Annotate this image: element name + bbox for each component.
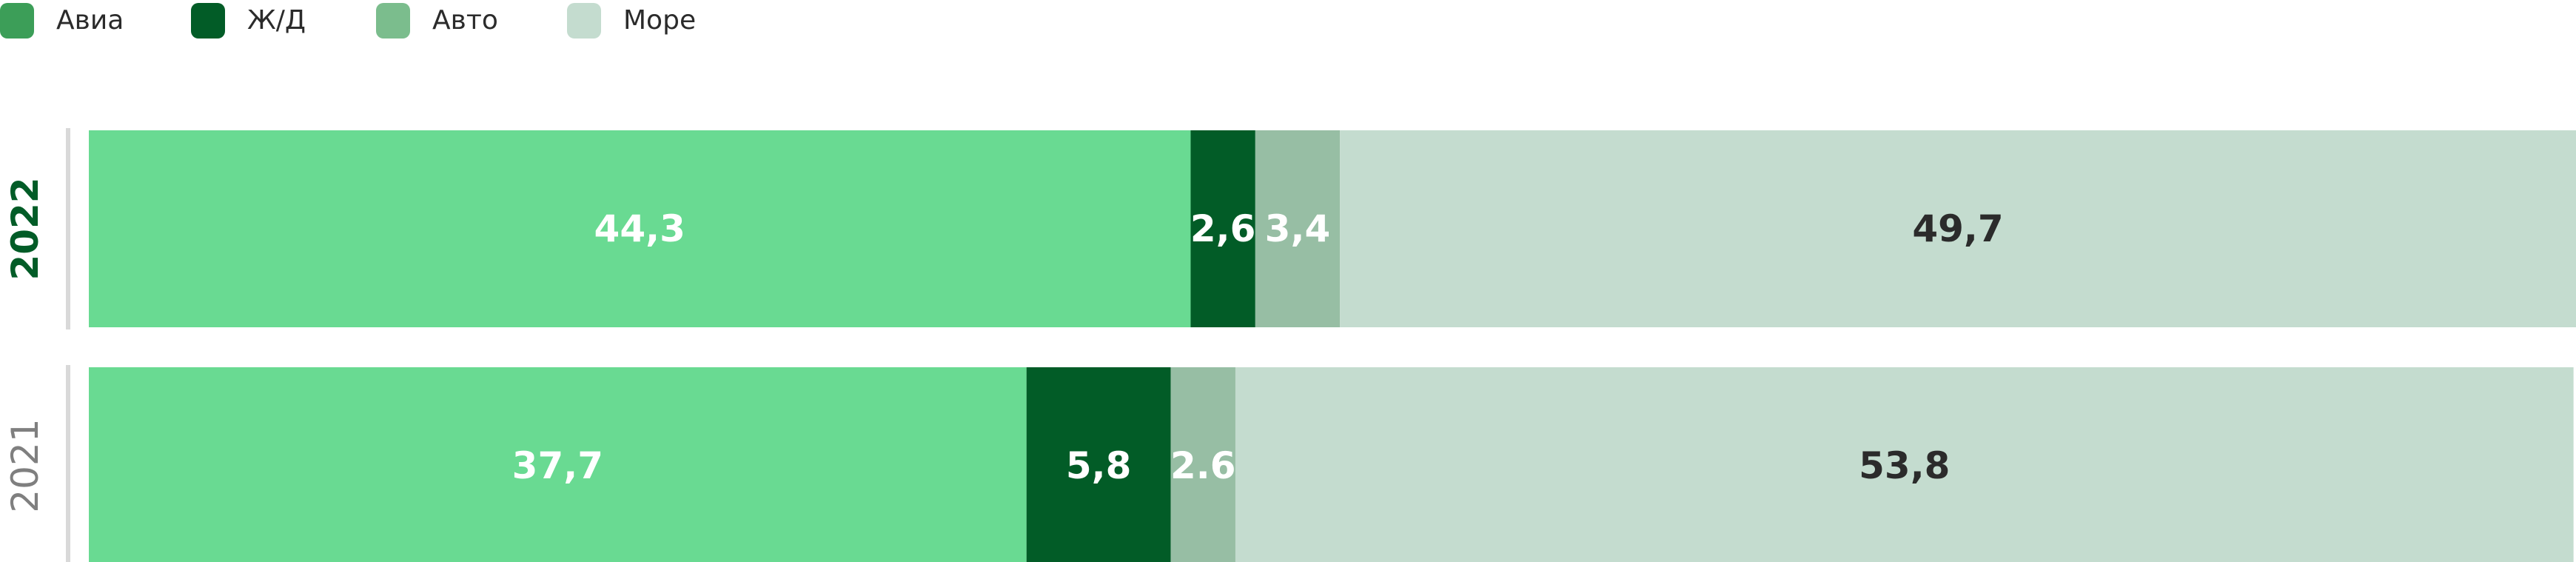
legend-label-avia: Авиа bbox=[56, 5, 124, 36]
data-label-sea-2021: 53,8 bbox=[1859, 444, 1950, 487]
legend-swatch-rail bbox=[191, 3, 225, 39]
bar-segment-avia-2022 bbox=[89, 130, 1191, 327]
legend-swatch-sea bbox=[567, 3, 601, 39]
data-label-auto-2022: 3,4 bbox=[1265, 207, 1331, 250]
bar-segment-auto-2021 bbox=[1170, 367, 1235, 562]
bar-axis-line-2021 bbox=[66, 365, 70, 562]
category-label-2021: 2021 bbox=[4, 418, 47, 512]
data-label-rail-2022: 2,6 bbox=[1190, 207, 1256, 250]
data-label-rail-2021: 5,8 bbox=[1066, 444, 1132, 487]
legend-swatch-avia bbox=[0, 3, 34, 39]
legend-label-sea: Море bbox=[623, 5, 697, 36]
legend-label-auto: Авто bbox=[432, 5, 498, 36]
legend-swatch-auto bbox=[376, 3, 410, 39]
chart-legend: Авиа Ж/Д Авто Море bbox=[0, 0, 814, 43]
data-label-avia-2022: 44,3 bbox=[594, 207, 685, 250]
bar-axis-line-2022 bbox=[66, 128, 70, 329]
legend-label-rail: Ж/Д bbox=[247, 5, 306, 36]
bar-segment-avia-2021 bbox=[89, 367, 1027, 562]
category-label-2022: 2022 bbox=[4, 177, 47, 280]
bar-segment-sea-2022 bbox=[1340, 130, 2576, 327]
data-label-avia-2021: 37,7 bbox=[512, 444, 603, 487]
bar-segment-rail-2021 bbox=[1026, 367, 1171, 562]
data-label-sea-2022: 49,7 bbox=[1912, 207, 2003, 250]
data-label-auto-2021: 2.6 bbox=[1170, 444, 1236, 487]
bar-segment-sea-2021 bbox=[1235, 367, 2574, 562]
bar-segment-auto-2022 bbox=[1255, 130, 1341, 327]
bar-segment-rail-2022 bbox=[1190, 130, 1255, 327]
